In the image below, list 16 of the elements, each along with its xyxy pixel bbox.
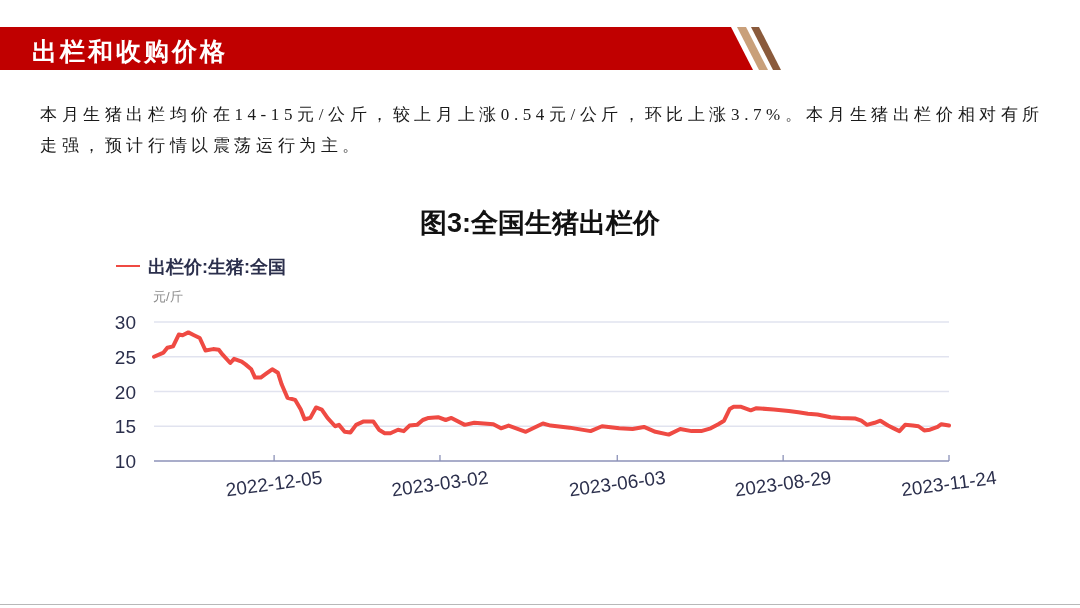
x-tick-label: 2023-11-24 (900, 466, 999, 501)
y-tick-label: 15 (114, 416, 136, 438)
y-tick-label: 20 (114, 381, 136, 403)
x-tick-label: 2023-06-03 (567, 466, 667, 501)
y-tick-label: 10 (114, 451, 136, 472)
x-tick-label: 2023-03-02 (390, 466, 490, 501)
y-tick-label: 30 (114, 312, 136, 333)
legend: 出栏价:生猪:全国 (115, 257, 286, 277)
ylabel: 元/斤 (153, 289, 183, 304)
y-tick-label: 25 (114, 346, 136, 368)
x-tick-label: 2022-12-05 (224, 466, 324, 501)
annotation: 本月生猪出栏均价在14-15元/公斤，较上月上涨0.54元/公斤，环比上涨3.7%。本月生猪出栏价相对有所走强，预计行情以震荡运行为主。 (40, 104, 1045, 157)
legend-label: 出栏价:生猪:全国 (148, 257, 286, 277)
x-tick-label: 2023-08-29 (733, 466, 833, 501)
title: 图3:全国生猪出栏价 (420, 208, 660, 238)
annotation: 出栏和收购价格 (32, 38, 228, 65)
